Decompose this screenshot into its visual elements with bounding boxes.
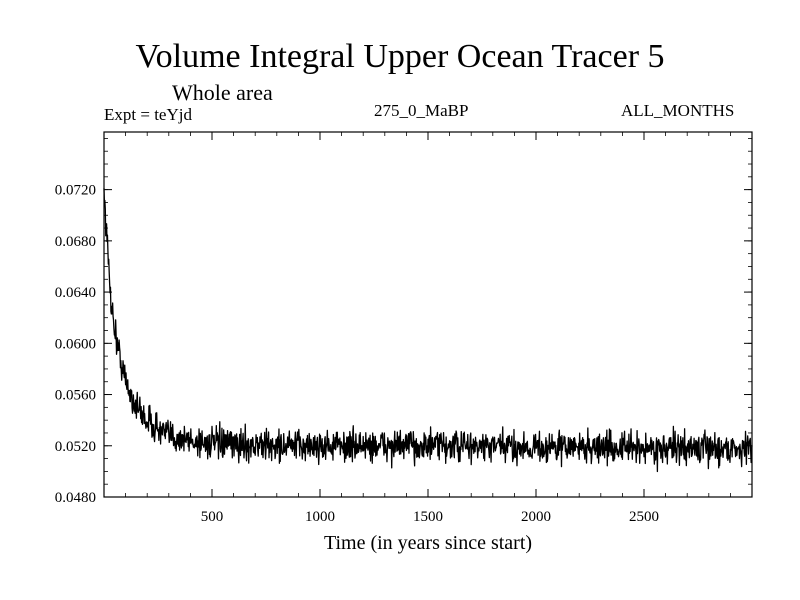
chart-title: Volume Integral Upper Ocean Tracer 5 [135, 38, 665, 75]
x-tick-label: 500 [201, 509, 224, 525]
y-tick-label: 0.0520 [55, 439, 96, 455]
series-layer [103, 188, 753, 473]
x-tick-label: 2500 [629, 509, 659, 525]
x-tick-label: 2000 [521, 509, 551, 525]
experiment-label: Expt = teYjd [104, 105, 192, 124]
y-tick-label: 0.0680 [55, 234, 96, 250]
period-label: 275_0_MaBP [374, 101, 469, 120]
series-line [103, 188, 753, 473]
chart-subtitle: Whole area [172, 80, 273, 105]
tick-layer: 0.0480 0.0520 0.0560 0.0600 0.0640 0.0680 0.07… [55, 132, 752, 525]
y-tick-label: 0.0720 [55, 183, 96, 199]
x-axis-label: Time (in years since start) [323, 532, 533, 554]
y-tick-label: 0.0560 [55, 388, 96, 404]
x-tick-label: 1500 [413, 509, 443, 525]
plot-frame [103, 131, 753, 498]
x-tick-label: 1000 [305, 509, 335, 525]
y-tick-label: 0.0480 [55, 490, 96, 506]
y-tick-label: 0.0640 [55, 285, 96, 301]
y-tick-label: 0.0600 [55, 336, 96, 352]
months-label: ALL_MONTHS [621, 101, 735, 120]
